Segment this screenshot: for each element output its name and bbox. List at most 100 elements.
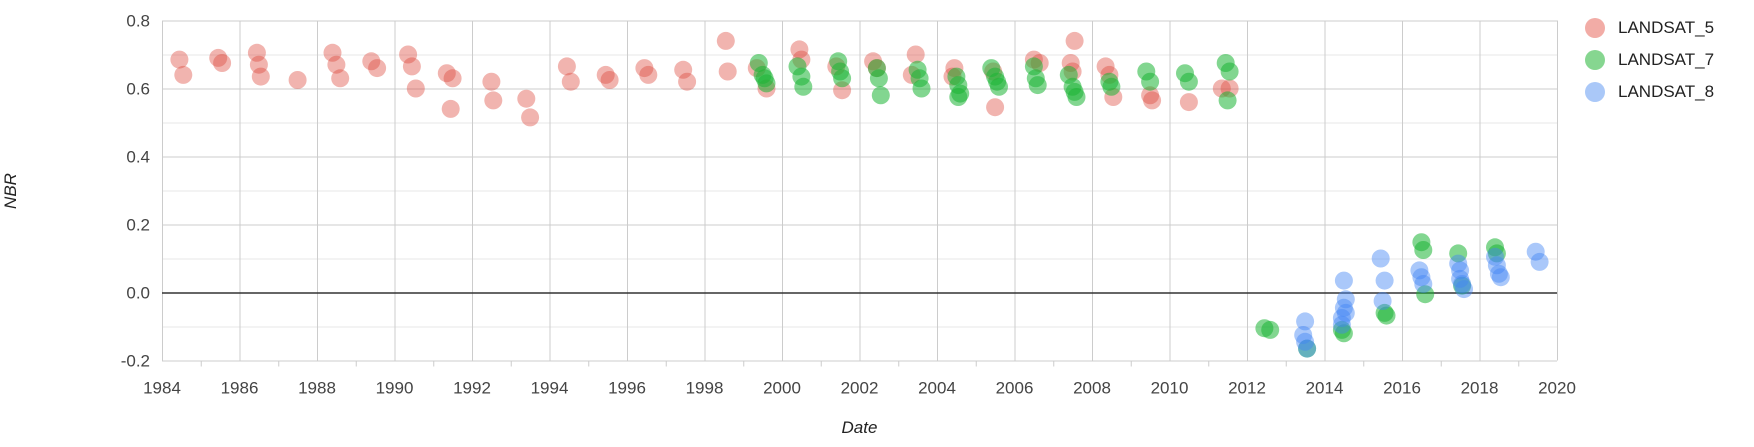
data-point-landsat_5[interactable] xyxy=(790,40,809,59)
data-point-landsat_7[interactable] xyxy=(990,77,1008,96)
data-point-landsat_5[interactable] xyxy=(249,55,268,74)
data-point-landsat_5[interactable] xyxy=(600,71,619,89)
data-point-landsat_8[interactable] xyxy=(1526,242,1545,261)
data-point-landsat_5[interactable] xyxy=(368,59,387,78)
data-point-landsat_7[interactable] xyxy=(1377,306,1396,325)
data-point-landsat_5[interactable] xyxy=(174,65,193,84)
data-point-landsat_5[interactable] xyxy=(362,52,381,71)
data-point-landsat_7[interactable] xyxy=(871,86,890,105)
data-point-landsat_5[interactable] xyxy=(557,57,576,76)
data-point-landsat_5[interactable] xyxy=(437,64,456,83)
svg-text:2012: 2012 xyxy=(1228,379,1266,398)
data-point-landsat_5[interactable] xyxy=(331,69,350,88)
data-point-landsat_5[interactable] xyxy=(1179,93,1198,112)
data-point-landsat_5[interactable] xyxy=(906,45,925,64)
data-point-landsat_8[interactable] xyxy=(1451,261,1470,280)
svg-text:-0.2: -0.2 xyxy=(121,352,150,371)
data-point-landsat_5[interactable] xyxy=(561,72,580,91)
data-point-landsat_7[interactable] xyxy=(1414,241,1433,259)
data-point-landsat_8[interactable] xyxy=(1296,332,1315,351)
data-point-landsat_8[interactable] xyxy=(1332,309,1351,327)
legend: LANDSAT_5 LANDSAT_7 LANDSAT_8 xyxy=(1585,17,1714,103)
legend-label-landsat-8: LANDSAT_8 xyxy=(1618,82,1715,101)
data-point-landsat_8[interactable] xyxy=(1336,303,1355,322)
data-point-landsat_5[interactable] xyxy=(484,91,503,110)
data-point-landsat_7[interactable] xyxy=(1067,88,1086,106)
data-point-landsat_5[interactable] xyxy=(247,43,266,62)
data-point-landsat_8[interactable] xyxy=(1489,264,1508,283)
data-point-landsat_7[interactable] xyxy=(1102,77,1121,96)
data-point-landsat_7[interactable] xyxy=(1179,72,1198,91)
data-point-landsat_8[interactable] xyxy=(1334,271,1353,290)
data-point-landsat_5[interactable] xyxy=(596,65,615,84)
data-point-landsat_5[interactable] xyxy=(170,50,189,69)
data-point-landsat_5[interactable] xyxy=(1065,31,1084,50)
data-point-landsat_8[interactable] xyxy=(1410,261,1429,280)
data-point-landsat_5[interactable] xyxy=(718,62,737,81)
data-point-landsat_7[interactable] xyxy=(1334,324,1353,343)
data-point-landsat_7[interactable] xyxy=(757,74,776,93)
data-point-landsat_7[interactable] xyxy=(912,79,931,98)
data-point-landsat_8[interactable] xyxy=(1294,326,1313,344)
data-point-landsat_5[interactable] xyxy=(986,98,1005,117)
data-point-landsat_5[interactable] xyxy=(399,45,418,64)
data-point-landsat_5[interactable] xyxy=(639,65,658,84)
data-point-landsat_5[interactable] xyxy=(674,60,693,79)
data-point-landsat_8[interactable] xyxy=(1336,290,1355,309)
data-point-landsat_8[interactable] xyxy=(1487,256,1506,275)
data-point-landsat_8[interactable] xyxy=(1332,315,1351,334)
data-point-landsat_5[interactable] xyxy=(323,43,342,62)
data-point-landsat_5[interactable] xyxy=(635,59,654,78)
data-point-landsat_5[interactable] xyxy=(213,54,232,72)
data-point-landsat_7[interactable] xyxy=(1298,339,1317,358)
data-point-landsat_8[interactable] xyxy=(1412,268,1431,287)
data-point-landsat_8[interactable] xyxy=(1296,312,1315,331)
data-point-landsat_8[interactable] xyxy=(1298,339,1317,358)
data-point-landsat_5[interactable] xyxy=(406,79,425,98)
data-point-landsat_8[interactable] xyxy=(1375,271,1394,290)
data-point-landsat_8[interactable] xyxy=(1414,275,1433,293)
data-point-landsat_5[interactable] xyxy=(521,108,540,127)
data-point-landsat_5[interactable] xyxy=(443,69,462,88)
data-point-landsat_7[interactable] xyxy=(1218,91,1237,110)
legend-item-landsat-5: LANDSAT_5 xyxy=(1585,17,1714,39)
data-point-landsat_8[interactable] xyxy=(1491,268,1510,287)
data-point-landsat_7[interactable] xyxy=(949,88,968,106)
data-point-landsat_8[interactable] xyxy=(1455,280,1473,299)
data-point-landsat_5[interactable] xyxy=(441,99,460,118)
data-point-landsat_8[interactable] xyxy=(1453,275,1472,293)
data-point-landsat_5[interactable] xyxy=(402,57,421,76)
data-point-landsat_5[interactable] xyxy=(517,89,536,108)
data-point-landsat_7[interactable] xyxy=(1487,244,1506,263)
data-point-landsat_5[interactable] xyxy=(288,71,307,89)
data-point-landsat_5[interactable] xyxy=(327,55,346,74)
data-point-landsat_8[interactable] xyxy=(1373,292,1392,310)
data-point-landsat_7[interactable] xyxy=(833,69,852,88)
data-point-landsat_7[interactable] xyxy=(1261,320,1280,339)
data-point-landsat_5[interactable] xyxy=(1141,86,1160,105)
data-point-landsat_5[interactable] xyxy=(251,67,270,86)
data-point-landsat_7[interactable] xyxy=(1449,244,1468,263)
data-point-landsat_5[interactable] xyxy=(209,48,228,67)
data-point-landsat_7[interactable] xyxy=(869,69,888,88)
data-point-landsat_7[interactable] xyxy=(1141,72,1160,91)
data-point-landsat_5[interactable] xyxy=(1143,91,1162,110)
data-point-landsat_8[interactable] xyxy=(1530,252,1549,271)
data-point-landsat_5[interactable] xyxy=(482,72,501,91)
data-point-landsat_7[interactable] xyxy=(1028,76,1047,95)
data-point-landsat_7[interactable] xyxy=(1220,62,1239,81)
data-point-landsat_5[interactable] xyxy=(678,72,697,91)
data-point-landsat_7[interactable] xyxy=(794,77,813,96)
data-point-landsat_5[interactable] xyxy=(1096,57,1115,76)
svg-text:1998: 1998 xyxy=(686,379,724,398)
data-point-landsat_8[interactable] xyxy=(1449,254,1468,273)
data-point-landsat_8[interactable] xyxy=(1334,298,1353,317)
svg-text:0.4: 0.4 xyxy=(126,148,150,167)
data-point-landsat_8[interactable] xyxy=(1371,249,1390,268)
data-point-landsat_8[interactable] xyxy=(1451,269,1470,288)
data-point-landsat_7[interactable] xyxy=(1453,276,1472,295)
data-point-landsat_8[interactable] xyxy=(1486,247,1504,266)
data-point-landsat_7[interactable] xyxy=(1416,285,1435,304)
data-point-landsat_5[interactable] xyxy=(716,31,735,50)
